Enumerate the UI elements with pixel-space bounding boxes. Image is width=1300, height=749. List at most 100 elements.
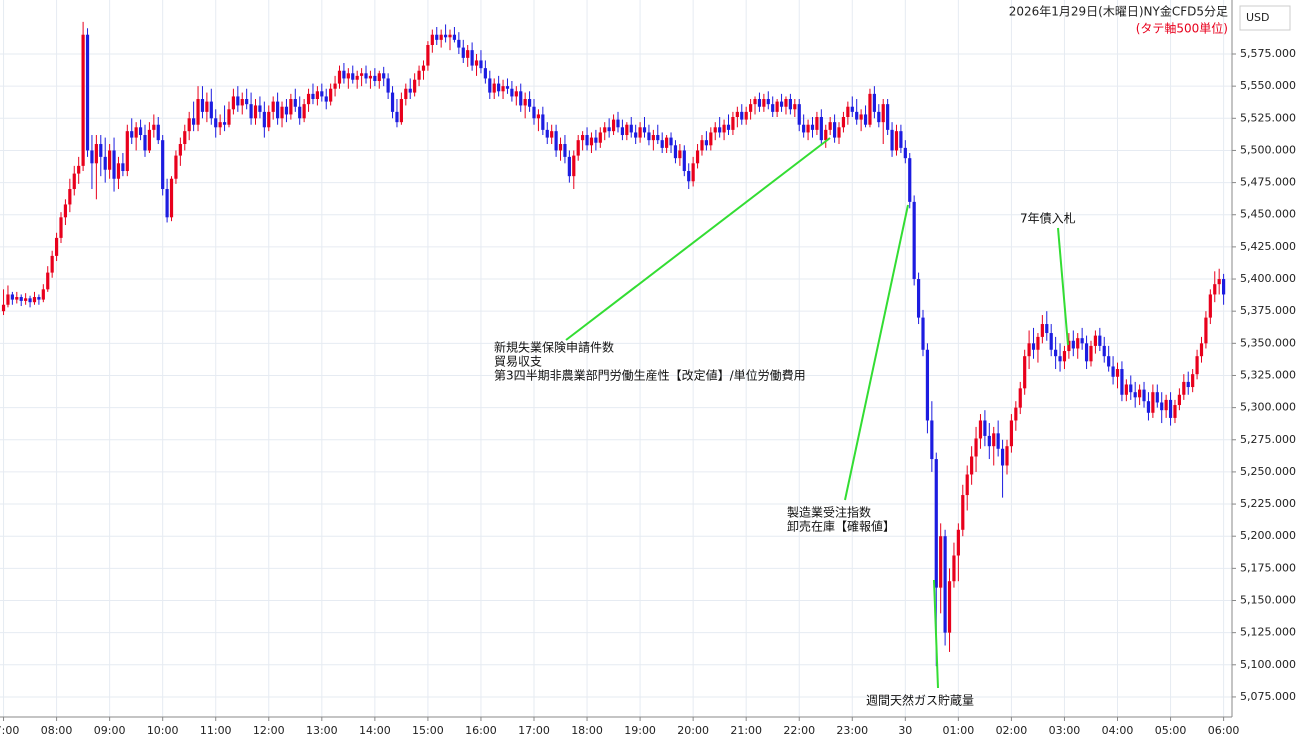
candle-body bbox=[461, 47, 465, 58]
candle-body bbox=[629, 124, 633, 133]
candle-body bbox=[236, 96, 240, 106]
candle-body bbox=[1000, 448, 1005, 466]
candle-body bbox=[382, 73, 386, 79]
candle-body bbox=[996, 433, 1000, 449]
candle-body bbox=[10, 294, 14, 300]
candle-body bbox=[771, 104, 775, 112]
candle-body bbox=[1067, 340, 1071, 352]
candle-body bbox=[841, 117, 846, 128]
candle-body bbox=[598, 132, 602, 143]
axes: 5,075.000 5,100.000 5,125.000 5,150.000 5,17… bbox=[0, 47, 1296, 737]
candle-body bbox=[77, 165, 81, 174]
candle-body bbox=[364, 73, 368, 79]
candle-body bbox=[704, 140, 708, 146]
y-tick-label: 5,225.000 bbox=[1240, 497, 1296, 510]
candle-body bbox=[585, 135, 589, 146]
candle-body bbox=[271, 101, 275, 112]
candle-body bbox=[638, 127, 642, 138]
candle-body bbox=[735, 111, 739, 118]
y-tick-label: 5,550.000 bbox=[1240, 79, 1296, 92]
candle-body bbox=[81, 34, 85, 166]
x-tick-label: 22:00 bbox=[783, 724, 815, 737]
candle-body bbox=[505, 86, 510, 89]
candle-body bbox=[408, 88, 412, 93]
candle-body bbox=[541, 114, 545, 130]
candle-body bbox=[72, 173, 76, 190]
candle-body bbox=[1182, 381, 1186, 395]
candle-body bbox=[130, 131, 134, 138]
candle-body bbox=[377, 73, 381, 82]
candle-body bbox=[267, 111, 271, 128]
candle-body bbox=[1071, 340, 1075, 349]
candle-body bbox=[886, 104, 890, 130]
candle-body bbox=[970, 456, 974, 475]
candle-body bbox=[19, 297, 23, 301]
candle-body bbox=[413, 79, 417, 93]
candle-body bbox=[183, 131, 187, 145]
grid bbox=[0, 0, 1232, 717]
candle-body bbox=[1093, 335, 1098, 346]
candle-body bbox=[1115, 369, 1120, 377]
candle-body bbox=[634, 132, 638, 138]
candle-body bbox=[32, 297, 37, 303]
candles bbox=[1, 21, 1226, 667]
y-tick-label: 5,575.000 bbox=[1240, 47, 1296, 60]
candle-body bbox=[112, 150, 116, 179]
candle-body bbox=[284, 106, 289, 115]
y-tick-label: 5,175.000 bbox=[1240, 561, 1296, 574]
candle-body bbox=[1023, 356, 1027, 389]
candle-body bbox=[620, 127, 625, 136]
candle-body bbox=[399, 99, 403, 123]
x-tick-label: 01:00 bbox=[943, 724, 975, 737]
chart-title: 2026年1月29日(木曜日)NY金CFD5分足 bbox=[1009, 4, 1228, 19]
candle-body bbox=[815, 117, 819, 130]
candle-body bbox=[673, 145, 678, 159]
y-tick-label: 5,375.000 bbox=[1240, 304, 1296, 317]
y-tick-label: 5,450.000 bbox=[1240, 208, 1296, 221]
candle-body bbox=[810, 124, 815, 130]
candle-body bbox=[651, 135, 655, 141]
candle-body bbox=[709, 132, 713, 146]
candle-body bbox=[647, 132, 651, 141]
candle-body bbox=[346, 73, 350, 79]
candle-body bbox=[315, 91, 319, 100]
candle-body bbox=[943, 536, 947, 633]
candle-body bbox=[430, 34, 434, 46]
candle-body bbox=[536, 114, 541, 119]
candle-body bbox=[1217, 279, 1221, 285]
candle-body bbox=[784, 99, 788, 107]
candle-body bbox=[125, 131, 129, 172]
candle-body bbox=[103, 156, 107, 170]
candle-body bbox=[15, 297, 19, 300]
candle-body bbox=[143, 135, 147, 151]
candle-body bbox=[404, 88, 408, 100]
candle-body bbox=[1160, 402, 1164, 411]
candle-body bbox=[1076, 338, 1080, 349]
y-tick-label: 5,350.000 bbox=[1240, 336, 1296, 349]
candle-body bbox=[1191, 374, 1195, 388]
x-tick-label: 20:00 bbox=[677, 724, 709, 737]
candle-body bbox=[1151, 392, 1155, 413]
y-tick-label: 5,250.000 bbox=[1240, 465, 1296, 478]
candle-body bbox=[665, 137, 669, 148]
x-tick-label: 08:00 bbox=[41, 724, 73, 737]
candle-body bbox=[439, 34, 443, 40]
candle-body bbox=[1102, 345, 1106, 357]
candle-body bbox=[572, 155, 576, 177]
candle-body bbox=[656, 135, 660, 141]
candle-body bbox=[581, 135, 585, 141]
candle-body bbox=[952, 555, 956, 582]
candle-body bbox=[514, 91, 518, 97]
x-tick-label: 15:00 bbox=[412, 724, 444, 737]
candle-body bbox=[788, 99, 792, 110]
candle-body bbox=[510, 88, 514, 97]
x-tick-label: 06:00 bbox=[1208, 724, 1240, 737]
x-tick-label: 02:00 bbox=[996, 724, 1028, 737]
candle-body bbox=[1155, 392, 1159, 403]
candle-body bbox=[762, 99, 766, 107]
candle-body bbox=[99, 144, 103, 157]
candle-body bbox=[289, 99, 293, 115]
candle-body bbox=[908, 158, 912, 202]
candle-body bbox=[899, 131, 903, 148]
